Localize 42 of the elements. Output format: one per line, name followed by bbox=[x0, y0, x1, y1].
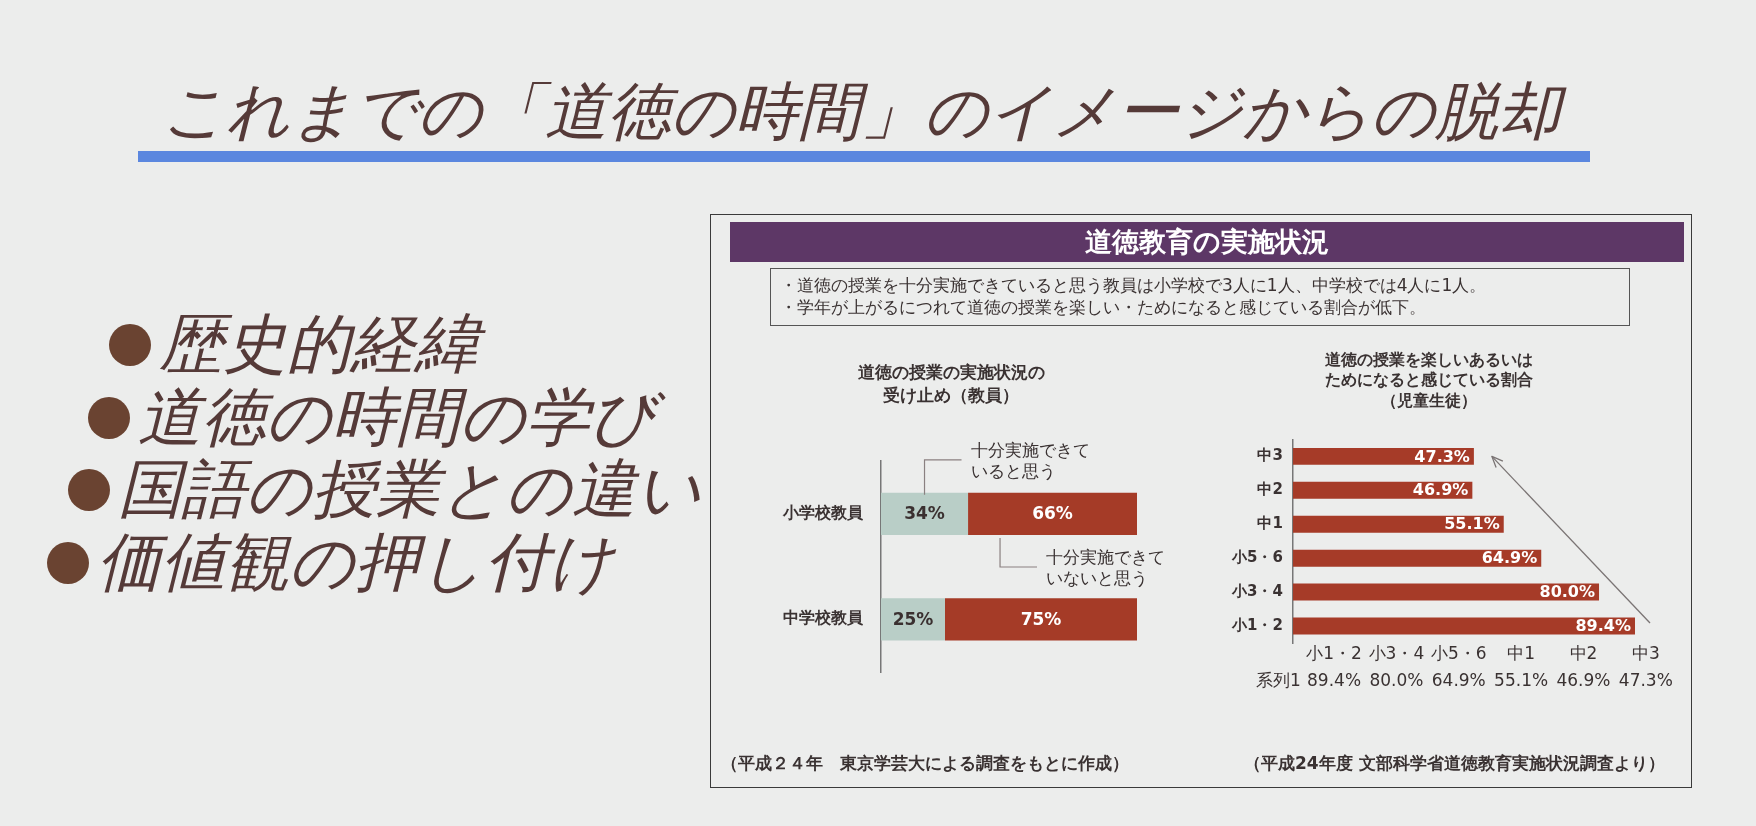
text: 国語の授業との違い bbox=[117, 452, 702, 527]
y-tick-label: 中1 bbox=[1257, 514, 1283, 533]
text: ・道徳の授業を十分実施できていると思う教員は小学校で3人に1人、中学校では4人に1人。 bbox=[780, 275, 1487, 295]
data-label: 55.1% bbox=[1444, 514, 1500, 534]
category-label: 小3・4 bbox=[1368, 643, 1425, 664]
data-label: 64.9% bbox=[1481, 548, 1538, 568]
category-label: 中1 bbox=[1507, 643, 1536, 664]
text: 55.1% bbox=[1494, 670, 1549, 691]
text: （平成24年度 文部科学省道徳教育実施状況調査より） bbox=[1244, 753, 1665, 774]
data-label: 47.3% bbox=[1414, 446, 1470, 466]
data-label: 89.4% bbox=[1575, 616, 1631, 636]
data-label: 34% bbox=[904, 503, 945, 524]
text: （平成２４年 東京学芸大による調査をもとに作成） bbox=[721, 753, 1129, 774]
y-tick-label: 中3 bbox=[1257, 446, 1283, 465]
y-tick-label: 小5・6 bbox=[1231, 548, 1283, 567]
category-label: 中3 bbox=[1631, 643, 1660, 664]
category-label: 中2 bbox=[1569, 643, 1598, 664]
category-label: 小1・2 bbox=[1306, 643, 1362, 664]
text: 系列1 bbox=[1256, 670, 1301, 691]
text: ・学年が上がるにつれて道徳の授業を楽しい・ためになると感じている割合が低下。 bbox=[780, 297, 1426, 317]
category-label: 小5・6 bbox=[1430, 643, 1487, 664]
text: 47.3% bbox=[1618, 670, 1673, 691]
y-tick-label: 中学校教員 bbox=[783, 608, 864, 628]
series-label: 十分実施できていないと思う bbox=[1046, 547, 1166, 589]
data-label: 46.9% bbox=[1412, 480, 1469, 500]
y-tick-label: 中2 bbox=[1257, 480, 1283, 499]
data-label: 66% bbox=[1032, 503, 1073, 524]
text: 価値観の押し付け bbox=[96, 525, 615, 600]
y-tick-label: 小学校教員 bbox=[782, 503, 864, 523]
chart-title: 道徳の授業の実施状況の受け止め（教員） bbox=[857, 362, 1045, 405]
y-tick-label: 小3・4 bbox=[1231, 581, 1283, 600]
data-label: 80.0% bbox=[1539, 582, 1596, 602]
text: 64.9% bbox=[1431, 670, 1486, 691]
text: 道徳教育の実施状況 bbox=[1085, 226, 1329, 258]
series-label: 十分実施できていると思う bbox=[970, 440, 1090, 482]
data-label: 75% bbox=[1020, 608, 1062, 629]
text: 80.0% bbox=[1369, 670, 1424, 691]
text: 46.9% bbox=[1556, 670, 1611, 691]
y-tick-label: 小1・2 bbox=[1231, 615, 1283, 634]
chart-title: 道徳の授業を楽しいあるいはためになると感じている割合（児童生徒） bbox=[1324, 349, 1533, 411]
data-label: 25% bbox=[892, 608, 934, 629]
text: 89.4% bbox=[1307, 670, 1362, 691]
